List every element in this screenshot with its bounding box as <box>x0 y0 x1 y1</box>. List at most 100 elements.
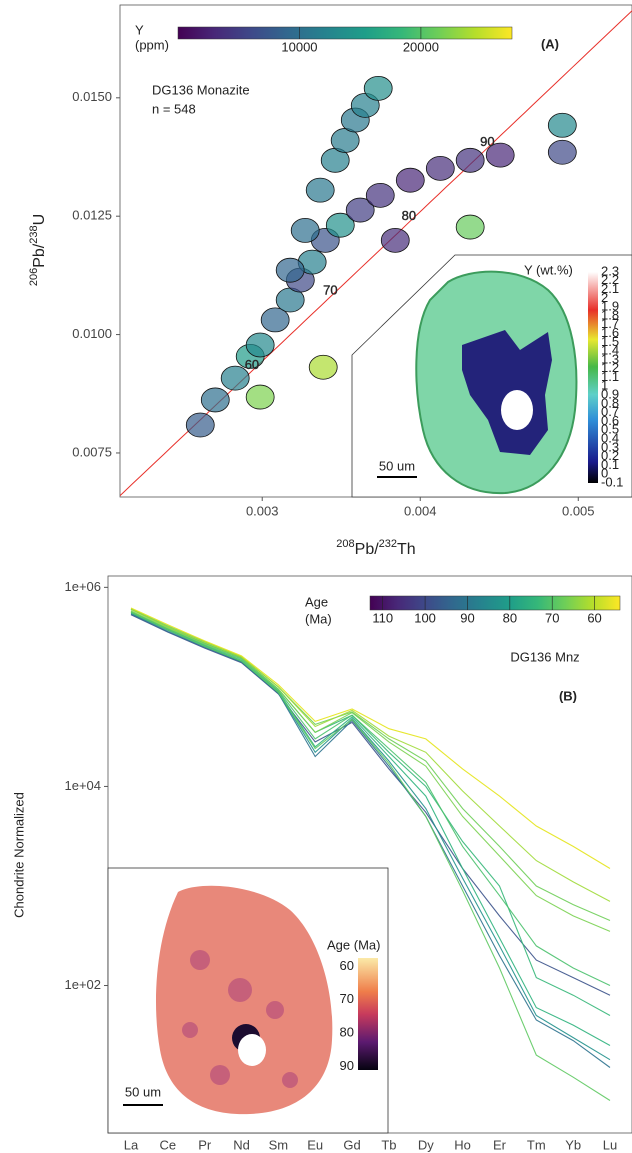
x-tick-label: Ce <box>160 1137 177 1152</box>
inset-colorbar-label: 2.2 <box>601 272 619 287</box>
mass-number: 208 <box>336 538 354 550</box>
element: Pb/ <box>355 541 380 558</box>
point <box>185 412 215 438</box>
ree-line <box>130 611 611 1101</box>
point <box>200 387 230 413</box>
inset-colorbar-label: 0.4 <box>601 430 619 445</box>
inset-colorbar-label: -0.1 <box>601 474 623 489</box>
x-tick-label: 0.004 <box>404 503 437 518</box>
panel-label: (A) <box>541 36 559 51</box>
colorbar-tick-label: 100 <box>414 610 436 625</box>
point <box>260 307 290 333</box>
colorbar-tick-label: 20000 <box>403 39 439 54</box>
mass-number: 238 <box>28 225 40 243</box>
colorbar-tick-label: 80 <box>503 610 517 625</box>
ree-line <box>130 611 611 1046</box>
x-tick-label: Tm <box>527 1137 546 1152</box>
inset-colorbar-label: 1.8 <box>601 307 619 322</box>
inset-b-spots <box>182 950 298 1088</box>
x-tick-label: Eu <box>307 1137 323 1152</box>
panel-a-data: 60 70 80 90 <box>120 10 632 497</box>
x-tick-label: Dy <box>418 1137 434 1152</box>
element: Th <box>397 541 416 558</box>
ree-line <box>130 610 611 932</box>
y-tick-label: 0.0125 <box>72 208 112 223</box>
point <box>547 139 577 165</box>
ree-line <box>130 614 611 996</box>
colorbar-unit: (Ma) <box>305 611 332 626</box>
point <box>220 365 250 391</box>
ree-line <box>130 611 611 986</box>
inset-colorbar-label: 0.1 <box>601 457 619 472</box>
age-label: 80 <box>402 208 416 223</box>
ree-line <box>130 607 611 869</box>
point <box>380 227 410 253</box>
inset-colorbar-label: 0.3 <box>601 439 619 454</box>
inset-colorbar-label: 60 <box>340 958 354 973</box>
inset-colorbar-label: 1.1 <box>601 369 619 384</box>
inset-colorbar-label: 1.9 <box>601 299 619 314</box>
y-tick-label: 1e+04 <box>64 778 101 793</box>
x-tick-label: Nd <box>233 1137 250 1152</box>
scale-bar-label: 50 um <box>125 1084 161 1099</box>
y-axis-label: Chondrite Normalized <box>11 792 26 918</box>
inset-a-colorbar <box>588 272 598 483</box>
inset-colorbar-label: 1.4 <box>601 343 619 358</box>
point <box>308 354 338 380</box>
inset-colorbar-label: 0.8 <box>601 395 619 410</box>
scale-bar-label: 50 um <box>379 458 415 473</box>
inset-colorbar-label: 0.7 <box>601 404 619 419</box>
x-tick-label: Er <box>493 1137 507 1152</box>
colorbar-b <box>369 595 621 611</box>
x-tick-label: Gd <box>343 1137 360 1152</box>
panel-label: (B) <box>559 688 577 703</box>
point <box>455 214 485 240</box>
axis-label: 208Pb/232Th <box>336 538 415 558</box>
x-tick-label: Ho <box>454 1137 471 1152</box>
inset-colorbar-label: 0 <box>601 466 608 481</box>
point <box>425 155 455 181</box>
inset-colorbar-label: 2 <box>601 290 608 305</box>
inset-colorbar-label: 1.5 <box>601 334 619 349</box>
point <box>455 147 485 173</box>
y-tick-label: 1e+06 <box>64 579 101 594</box>
point <box>245 384 275 410</box>
colorbar-tick-label: 70 <box>545 610 559 625</box>
annotation: DG136 Monazite <box>152 82 250 97</box>
inset-colorbar-label: 1.3 <box>601 351 619 366</box>
inset-colorbar-label: 0.5 <box>601 422 619 437</box>
inset-colorbar-label: 1.7 <box>601 316 619 331</box>
inset-colorbar-label: 1.2 <box>601 360 619 375</box>
y-tick-label: 0.0100 <box>72 326 112 341</box>
annotation: DG136 Mnz <box>510 649 579 664</box>
colorbar-a <box>177 26 513 40</box>
x-tick-label: Tb <box>381 1137 396 1152</box>
inset-colorbar-label: 2.3 <box>601 263 619 278</box>
point <box>305 177 335 203</box>
element: Pb/ <box>31 243 48 268</box>
inset-a-core <box>462 330 552 455</box>
age-label: 70 <box>323 283 337 298</box>
inset-colorbar-label: 2.1 <box>601 281 619 296</box>
point <box>245 332 275 358</box>
inset-colorbar-label: 70 <box>340 991 354 1006</box>
colorbar-tick-label: 10000 <box>281 39 317 54</box>
colorbar-unit: (ppm) <box>135 37 169 52</box>
inset-a-title: Y (wt.%) <box>524 262 573 277</box>
x-tick-label: Sm <box>269 1137 289 1152</box>
inset-colorbar-label: 80 <box>340 1025 354 1040</box>
point <box>547 112 577 138</box>
inset-colorbar-label: 0.6 <box>601 413 619 428</box>
colorbar-tick-label: 60 <box>587 610 601 625</box>
inset-colorbar-label: 0.9 <box>601 387 619 402</box>
inset-colorbar-label: 0.2 <box>601 448 619 463</box>
point <box>395 167 425 193</box>
y-tick-label: 0.0075 <box>72 444 112 459</box>
x-tick-label: Yb <box>565 1137 581 1152</box>
annotation: n = 548 <box>152 101 196 116</box>
x-tick-label: La <box>124 1137 139 1152</box>
point <box>325 212 355 238</box>
point <box>275 257 305 283</box>
inset-b-colorbar <box>358 958 378 1070</box>
